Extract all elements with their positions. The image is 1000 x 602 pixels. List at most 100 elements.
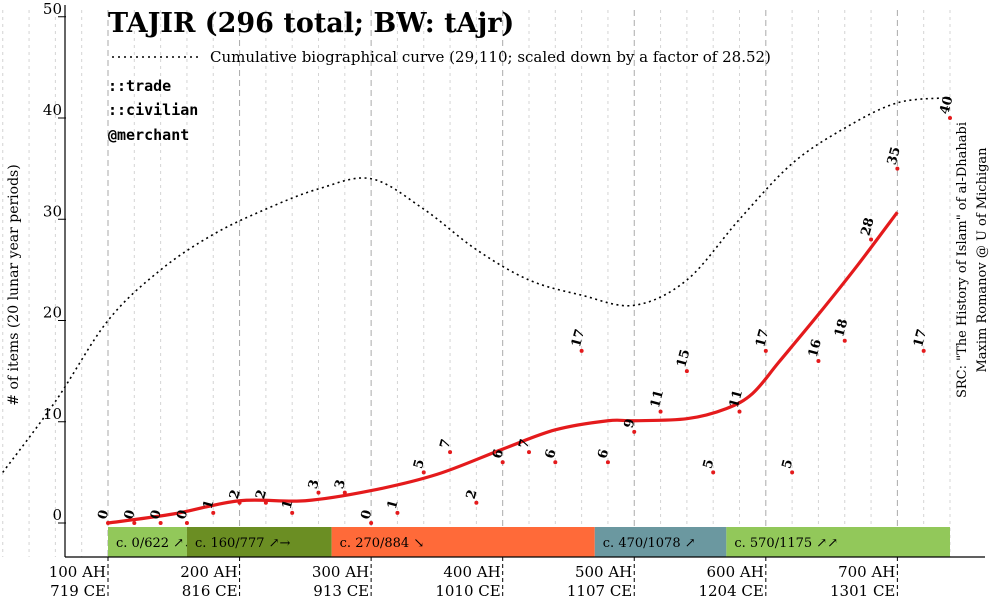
y-ticks: 0 10 20 30 40 50: [43, 0, 66, 524]
data-label: 17: [569, 328, 588, 349]
data-label: 2: [253, 488, 270, 501]
data-label: 6: [543, 448, 560, 461]
data-point: [579, 348, 584, 353]
x-tick-label-ce: 1301 CE: [830, 582, 895, 600]
series: [2, 96, 951, 525]
x-tick-label-ce: 719 CE: [50, 582, 106, 600]
data-label: 11: [727, 388, 746, 409]
data-label: 1: [385, 498, 402, 511]
x-tick-label-ce: 1010 CE: [435, 582, 500, 600]
data-label: 28: [858, 216, 877, 237]
period-band: [108, 527, 187, 557]
period-band: [331, 527, 595, 557]
axes: [64, 5, 985, 558]
data-point: [632, 429, 637, 434]
data-point: [842, 338, 847, 343]
data-point: [500, 460, 505, 465]
data-point: [395, 510, 400, 515]
data-label: 3: [306, 478, 323, 491]
period-label: c. 160/777 ↗→: [195, 536, 291, 551]
period-band: [726, 527, 950, 557]
data-point: [921, 348, 926, 353]
data-point: [684, 369, 689, 374]
grid-lines: [2, 10, 951, 557]
y-axis-label: # of items (20 lunar year periods): [6, 164, 22, 405]
data-label: 16: [806, 338, 825, 359]
period-label: c. 470/1078 ↗: [603, 536, 696, 551]
x-tick-label-ah: 100 AH: [49, 563, 106, 581]
x-tick-label-ce: 1107 CE: [567, 582, 632, 600]
cumulative-legend-label: Cumulative biographical curve (29,110; s…: [210, 48, 771, 66]
data-label: 7: [516, 438, 533, 451]
data-label: 2: [464, 488, 481, 501]
data-point: [948, 116, 952, 120]
source-line-2: Maxim Romanov @ U of Michigan: [975, 147, 990, 373]
data-label: 0: [148, 508, 165, 521]
y-tick-label: 20: [43, 304, 62, 322]
data-label: 17: [753, 328, 772, 349]
source-line-1: SRC: "The History of Islam" of al-Dhahab…: [955, 122, 970, 398]
data-point: [132, 521, 137, 525]
data-label: 11: [648, 388, 667, 409]
tag-1: ::trade: [108, 77, 171, 95]
data-label: 1: [280, 498, 297, 511]
data-label: 5: [701, 458, 718, 471]
data-point: [658, 409, 663, 414]
data-point: [158, 521, 163, 525]
data-point: [316, 490, 321, 495]
tag-3: @merchant: [108, 126, 189, 144]
data-point: [895, 166, 900, 171]
y-tick-label: 10: [43, 405, 62, 423]
x-tick-label-ah: 600 AH: [707, 563, 764, 581]
x-tick-label-ah: 700 AH: [838, 563, 895, 581]
data-points: 0 0 0 012 213 3015726761769111551117516182835…: [95, 95, 957, 525]
data-point: [421, 470, 426, 475]
x-tick-label-ce: 913 CE: [313, 582, 369, 600]
data-label: 0: [174, 508, 191, 521]
data-point: [237, 500, 242, 505]
period-bands: c. 0/622 ↗↗ c. 160/777 ↗→ c. 270/884 ↘ c. 4…: [108, 527, 950, 557]
data-point: [737, 409, 742, 414]
data-point: [790, 470, 795, 475]
x-tick-label-ce: 1204 CE: [698, 582, 763, 600]
data-label: 18: [832, 317, 851, 338]
data-point: [369, 521, 374, 525]
data-point: [263, 500, 268, 505]
data-label: 3: [332, 478, 349, 491]
data-point: [605, 460, 610, 465]
tag-2: ::civilian: [108, 101, 198, 119]
trend-line: [107, 211, 899, 525]
data-label: 0: [95, 508, 112, 521]
data-label: 5: [411, 458, 428, 471]
data-label: 0: [358, 508, 375, 521]
data-label: 15: [674, 348, 693, 369]
x-tick-label-ah: 200 AH: [180, 563, 237, 581]
data-label: 35: [885, 145, 904, 166]
period-band: [594, 527, 727, 557]
data-label: 1: [201, 498, 218, 511]
data-point: [763, 348, 768, 353]
data-label: 5: [779, 458, 796, 471]
period-label: c. 570/1175 ↗↗: [734, 536, 838, 551]
period-label: c. 270/884 ↘: [340, 536, 425, 551]
data-point: [448, 450, 453, 455]
period-band: [186, 527, 332, 557]
data-point: [211, 510, 216, 515]
x-tick-label-ce: 816 CE: [182, 582, 238, 600]
data-label: 6: [490, 448, 507, 461]
data-label: 7: [437, 438, 454, 451]
data-point: [342, 490, 347, 495]
data-label: 6: [595, 448, 612, 461]
y-tick-label: 0: [52, 506, 62, 524]
data-point: [711, 470, 716, 475]
y-tick-label: 50: [43, 0, 62, 18]
data-point: [553, 460, 558, 465]
x-tick-label-ah: 400 AH: [443, 563, 500, 581]
data-point: [290, 510, 295, 515]
data-label: 0: [122, 508, 139, 521]
data-point: [816, 359, 821, 363]
data-point: [184, 521, 189, 525]
data-point: [106, 521, 110, 525]
x-tick-label-ah: 300 AH: [312, 563, 369, 581]
